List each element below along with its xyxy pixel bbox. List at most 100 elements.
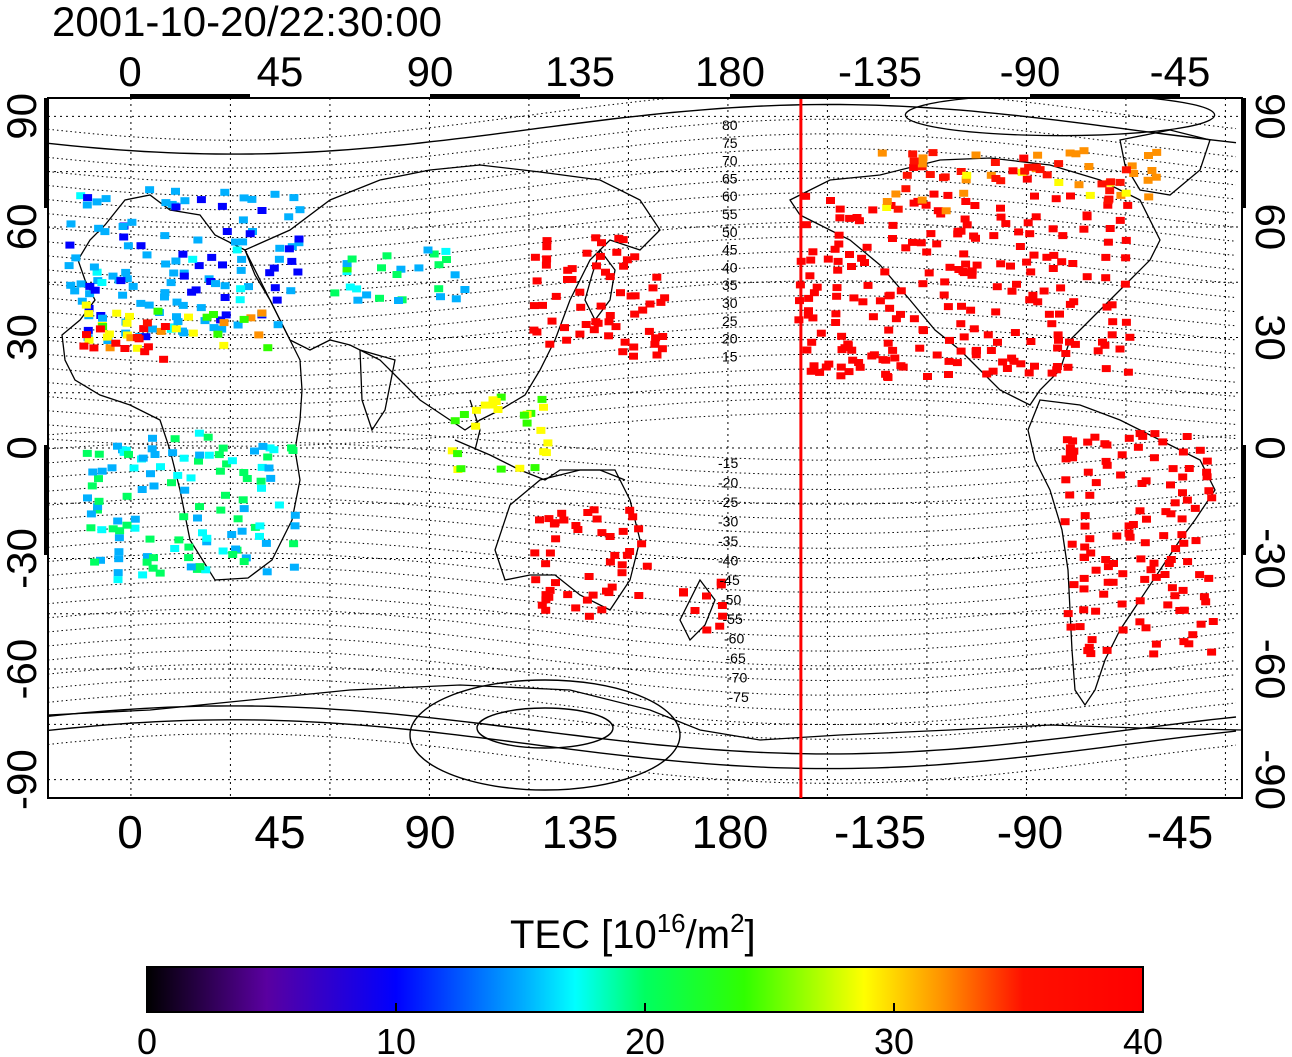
tec-cell: [538, 301, 547, 309]
tec-cell: [542, 243, 552, 251]
tec-cell: [160, 293, 169, 301]
tec-cell: [255, 522, 265, 530]
tec-cell: [595, 252, 605, 260]
tec-cell: [1140, 539, 1150, 547]
tec-cell: [1024, 369, 1034, 377]
tec-cell: [1166, 556, 1176, 563]
tec-cell: [1069, 581, 1079, 589]
tec-cell: [991, 175, 1001, 182]
tec-cell: [113, 569, 123, 577]
tec-cell: [629, 343, 639, 351]
tec-cell: [916, 239, 926, 247]
tec-cell: [584, 612, 594, 620]
tec-cell: [82, 201, 92, 209]
tec-cell: [1053, 344, 1063, 352]
tec-cell: [1091, 479, 1101, 487]
tec-cell: [138, 454, 148, 462]
tec-cell: [989, 232, 999, 240]
tec-cell: [1101, 253, 1111, 261]
tec-cell: [330, 289, 340, 297]
tec-cell: [441, 247, 451, 255]
tec-cell: [1123, 368, 1133, 376]
tec-cell: [909, 164, 919, 171]
tec-cell: [996, 260, 1006, 268]
tec-cell: [136, 299, 146, 307]
tec-cell: [414, 264, 424, 272]
tec-cell: [207, 253, 217, 261]
tec-cell: [802, 346, 812, 354]
tec-cell: [1140, 575, 1150, 583]
right-lat-tick-label: 60: [1247, 204, 1292, 251]
tec-cell: [1207, 648, 1217, 656]
tec-cell: [1086, 650, 1096, 658]
tec-cell: [1068, 437, 1078, 445]
tec-cell: [637, 540, 647, 548]
tec-cell: [593, 319, 603, 327]
tec-cell: [1195, 446, 1205, 454]
right-latitude-ticks: 90 60 30 0 -30 -60 -90: [1247, 93, 1292, 810]
tec-cell: [575, 330, 585, 338]
tec-cell: [535, 516, 544, 524]
tec-cell: [545, 340, 555, 348]
tec-cell: [925, 171, 935, 178]
tec-cell: [118, 223, 128, 230]
tec-cell: [616, 289, 625, 297]
tec-cell: [868, 313, 878, 321]
tec-cell: [86, 510, 96, 518]
tec-cell: [998, 358, 1008, 366]
tec-cell: [214, 451, 224, 459]
tec-cell: [896, 310, 905, 318]
tec-cell: [597, 606, 607, 614]
tec-cell: [563, 591, 573, 599]
tec-cell: [66, 220, 76, 228]
tec-cell: [589, 326, 599, 334]
tec-cell: [530, 253, 540, 261]
tec-cell: [1133, 443, 1143, 451]
tec-cell: [130, 524, 140, 532]
tec-cell: [622, 256, 632, 264]
tec-cell: [630, 253, 640, 261]
top-lon-tick-label: -90: [1000, 48, 1061, 95]
bottom-longitude-ticks: 0 45 90 135 180 -135 -90 -45: [117, 806, 1213, 858]
tec-cell: [901, 185, 911, 193]
tec-cell: [126, 334, 136, 342]
tec-cell: [160, 232, 170, 240]
tec-cell: [436, 293, 445, 301]
tec-cell: [1074, 181, 1084, 189]
tec-cell: [794, 316, 804, 324]
tec-cell: [833, 257, 843, 265]
tec-cell: [940, 278, 950, 286]
tec-cell: [542, 255, 552, 263]
mag-lat-contour: [48, 162, 1237, 211]
tec-cell: [928, 149, 938, 157]
bottom-lon-tick-label: -90: [997, 806, 1063, 858]
tec-cell: [941, 207, 951, 215]
tec-cell: [394, 297, 403, 304]
tec-cell: [845, 214, 855, 222]
tec-cell: [233, 515, 243, 523]
tec-cell: [805, 272, 815, 280]
tec-cell: [172, 313, 181, 321]
tec-cell: [256, 477, 266, 485]
tec-cell: [107, 464, 117, 472]
tec-cell: [1182, 496, 1192, 504]
mag-lat-contour: [48, 118, 1237, 169]
tec-cell: [809, 362, 819, 370]
tec-cell: [939, 291, 949, 299]
tec-cell: [522, 419, 532, 427]
tec-cell: [375, 294, 384, 302]
tec-cell: [142, 553, 152, 561]
tec-cell: [239, 505, 249, 513]
tec-cell: [605, 533, 615, 540]
contour-label: 30: [722, 295, 738, 311]
tec-cell: [918, 154, 928, 162]
tec-cell: [1121, 166, 1131, 174]
tec-cell: [130, 515, 140, 523]
tec-cell: [1199, 593, 1209, 601]
tec-cell: [592, 262, 601, 270]
mag-lat-contour: [48, 538, 1237, 579]
tec-cell: [261, 539, 271, 547]
tec-cell: [1135, 618, 1145, 626]
tec-cell: [92, 268, 102, 276]
tec-cell: [1103, 197, 1113, 205]
